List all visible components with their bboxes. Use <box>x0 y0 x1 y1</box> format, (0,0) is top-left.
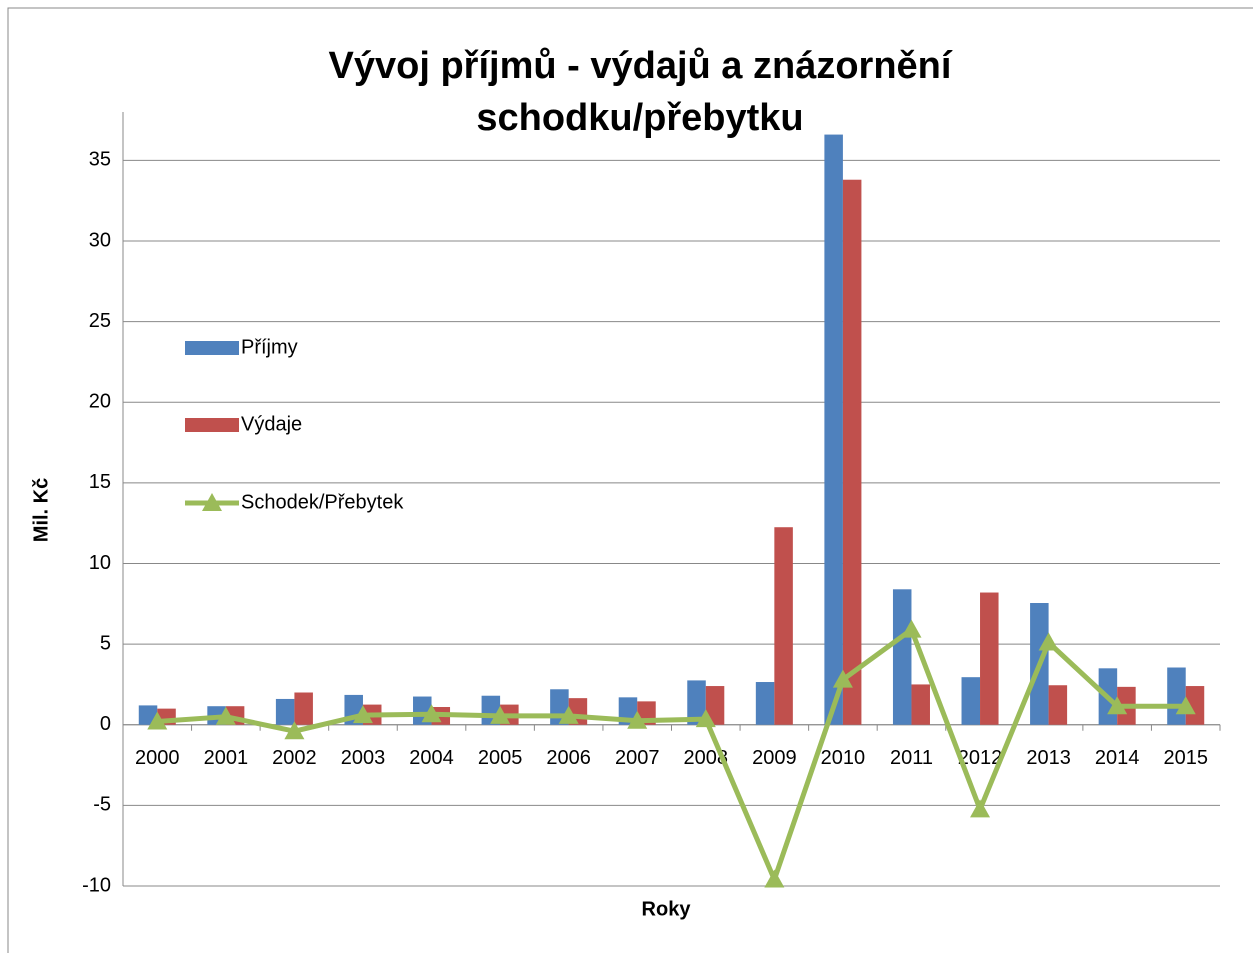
x-tick-label: 2007 <box>615 747 660 769</box>
bar <box>774 527 793 725</box>
marker <box>284 721 305 740</box>
bar <box>1167 667 1186 725</box>
bar <box>892 589 912 725</box>
x-tick-label: 2014 <box>1095 747 1140 769</box>
bar <box>824 134 843 725</box>
y-tick-label: 20 <box>89 391 111 413</box>
bar <box>687 680 706 725</box>
bar <box>1185 686 1205 725</box>
marker <box>901 619 922 638</box>
y-tick-label: 30 <box>89 229 111 251</box>
x-tick-label: 2004 <box>409 747 454 769</box>
bar <box>842 179 862 725</box>
x-tick-label: 2005 <box>478 747 523 769</box>
y-axis-label: Mil. Kč <box>30 478 52 542</box>
y-tick-label: 15 <box>89 471 111 493</box>
marker <box>1038 632 1059 651</box>
bar <box>755 682 775 725</box>
marker <box>147 711 168 730</box>
x-axis-label: Roky <box>642 898 692 920</box>
marker <box>1175 696 1196 715</box>
bar <box>705 686 725 725</box>
marker <box>970 799 991 818</box>
legend-label: Výdaje <box>241 413 302 435</box>
y-tick-label: 5 <box>100 632 111 654</box>
marker <box>215 706 236 725</box>
bar <box>980 592 999 725</box>
legend-label: Příjmy <box>241 336 298 358</box>
x-tick-label: 2013 <box>1026 747 1071 769</box>
y-tick-label: 25 <box>89 310 111 332</box>
marker <box>352 705 373 724</box>
x-tick-label: 2009 <box>752 747 797 769</box>
x-tick-label: 2012 <box>958 747 1003 769</box>
line <box>157 627 1186 883</box>
bar <box>275 698 295 725</box>
marker <box>695 709 716 728</box>
marker <box>490 705 511 724</box>
y-tick-label: -10 <box>82 874 111 896</box>
marker <box>764 869 785 888</box>
legend-label: Schodek/Přebytek <box>241 491 404 513</box>
y-tick-label: 0 <box>100 713 111 735</box>
chart-border <box>7 7 1253 953</box>
y-tick-label: 35 <box>89 149 111 171</box>
marker <box>421 704 442 723</box>
x-tick-label: 2008 <box>684 747 729 769</box>
x-tick-label: 2003 <box>341 747 386 769</box>
x-tick-label: 2000 <box>135 747 180 769</box>
chart-title: Vývoj příjmů - výdajů a znázornění schod… <box>328 45 952 139</box>
legend-swatch <box>185 418 239 432</box>
y-tick-label: -5 <box>93 794 111 816</box>
legend-swatch <box>185 341 239 355</box>
marker <box>1107 696 1128 715</box>
marker <box>832 669 853 688</box>
marker <box>627 710 648 729</box>
bar <box>294 692 313 725</box>
legend-marker <box>202 493 222 511</box>
marker <box>558 705 579 724</box>
y-tick-label: 10 <box>89 552 111 574</box>
x-tick-label: 2006 <box>546 747 591 769</box>
x-tick-label: 2011 <box>890 747 933 769</box>
bar <box>911 684 930 725</box>
x-tick-label: 2015 <box>1163 747 1208 769</box>
x-tick-label: 2002 <box>272 747 317 769</box>
x-tick-label: 2010 <box>821 747 866 769</box>
title-box: Vývoj příjmů - výdajů a znázornění schod… <box>328 45 952 139</box>
bar <box>1048 685 1068 725</box>
bar <box>961 677 981 725</box>
x-tick-label: 2001 <box>204 747 249 769</box>
